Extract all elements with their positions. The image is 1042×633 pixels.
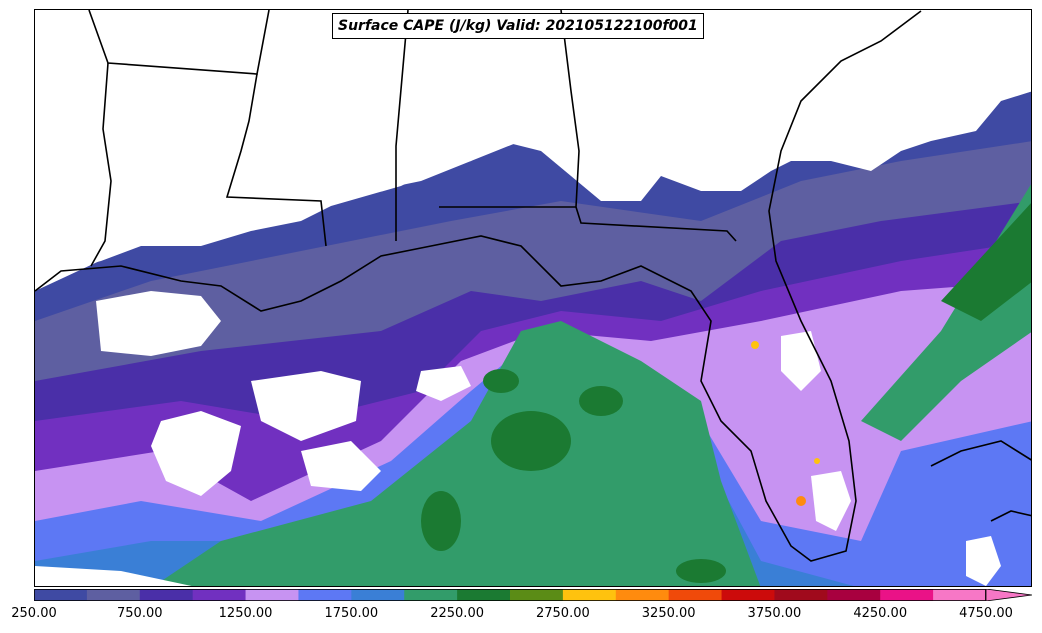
colorbar-segment — [351, 589, 405, 601]
cape-patch — [579, 386, 623, 416]
bahamas-coast — [990, 510, 1031, 522]
cape-band-green-east — [861, 184, 1031, 441]
cape-patch — [483, 369, 519, 393]
colorbar-extend-arrow — [985, 589, 1032, 601]
zero-cape-hole — [35, 566, 192, 586]
cape-spot-high — [751, 341, 759, 349]
colorbar-segment — [192, 589, 247, 601]
colorbar-segment — [298, 589, 352, 601]
colorbar-tick-label: 250.00 — [11, 606, 57, 621]
colorbar-outline — [34, 589, 986, 601]
colorbar-segment — [457, 589, 511, 601]
zero-cape-hole — [811, 471, 851, 531]
state-border — [88, 10, 270, 75]
colorbar-segment — [721, 589, 775, 601]
colorbar-tick-label: 1750.00 — [324, 606, 379, 621]
zero-cape-hole — [966, 536, 1001, 586]
zero-cape-hole — [151, 411, 241, 496]
colorbar-tick-label: 1250.00 — [218, 606, 273, 621]
colorbar — [34, 589, 1032, 601]
colorbar-segment — [827, 589, 881, 601]
colorbar-tick-label: 3250.00 — [641, 606, 696, 621]
colorbar-segment — [774, 589, 828, 601]
cape-spot-high — [814, 458, 820, 464]
map-title: Surface CAPE (J/kg) Valid: 202105122100f… — [332, 13, 704, 39]
colorbar-tick-label: 4750.00 — [959, 606, 1013, 621]
colorbar-segment — [245, 589, 299, 601]
cape-spot-high — [796, 496, 806, 506]
colorbar-segment — [139, 589, 194, 601]
zero-cape-hole — [96, 291, 221, 356]
cape-contour-map — [35, 10, 1031, 586]
boundaries — [35, 10, 1031, 562]
colorbar-tick-label: 750.00 — [117, 606, 163, 621]
cape-patch — [491, 411, 571, 471]
colorbar-segment — [404, 589, 458, 601]
colorbar-tick-label: 2750.00 — [535, 606, 590, 621]
colorbar-segment — [880, 589, 934, 601]
cape-patch — [421, 491, 461, 551]
state-border — [395, 10, 409, 241]
colorbar-segment — [86, 589, 141, 601]
colorbar-tick-label: 4250.00 — [853, 606, 908, 621]
colorbar-segment — [34, 589, 88, 601]
zero-cape-hole — [781, 331, 821, 391]
colorbar-segment — [510, 589, 564, 601]
colorbar-segment — [562, 589, 617, 601]
colorbar-tick-label: 2250.00 — [430, 606, 484, 621]
cuba-coast — [930, 440, 1031, 467]
colorbar-segment — [933, 589, 987, 601]
cape-band-darkgreen-east — [941, 203, 1031, 321]
zero-cape-hole — [301, 441, 381, 491]
state-border — [225, 73, 327, 247]
colorbar-segment — [615, 589, 670, 601]
map-panel — [34, 9, 1032, 587]
colorbar-segment — [668, 589, 723, 601]
zero-cape-hole — [251, 371, 361, 441]
gulf-coast — [35, 10, 922, 562]
state-border — [90, 62, 112, 267]
land-north-zero-cape — [35, 10, 1031, 276]
zero-cape-hole — [416, 366, 471, 401]
cape-patch — [676, 559, 726, 583]
colorbar-tick-label: 3750.00 — [747, 606, 802, 621]
